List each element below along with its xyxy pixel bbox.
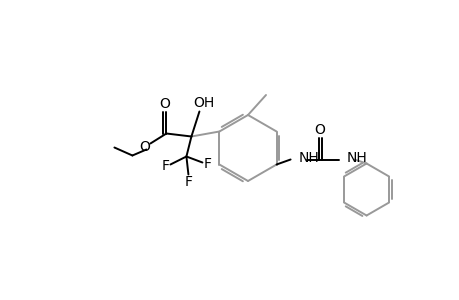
Text: F: F xyxy=(184,176,192,190)
Text: OH: OH xyxy=(192,95,213,110)
Text: O: O xyxy=(314,122,325,136)
Text: F: F xyxy=(203,157,211,170)
Text: O: O xyxy=(159,97,170,110)
Text: F: F xyxy=(161,158,169,172)
Text: O: O xyxy=(139,140,150,154)
Text: NH: NH xyxy=(298,151,319,164)
Text: NH: NH xyxy=(346,151,367,164)
